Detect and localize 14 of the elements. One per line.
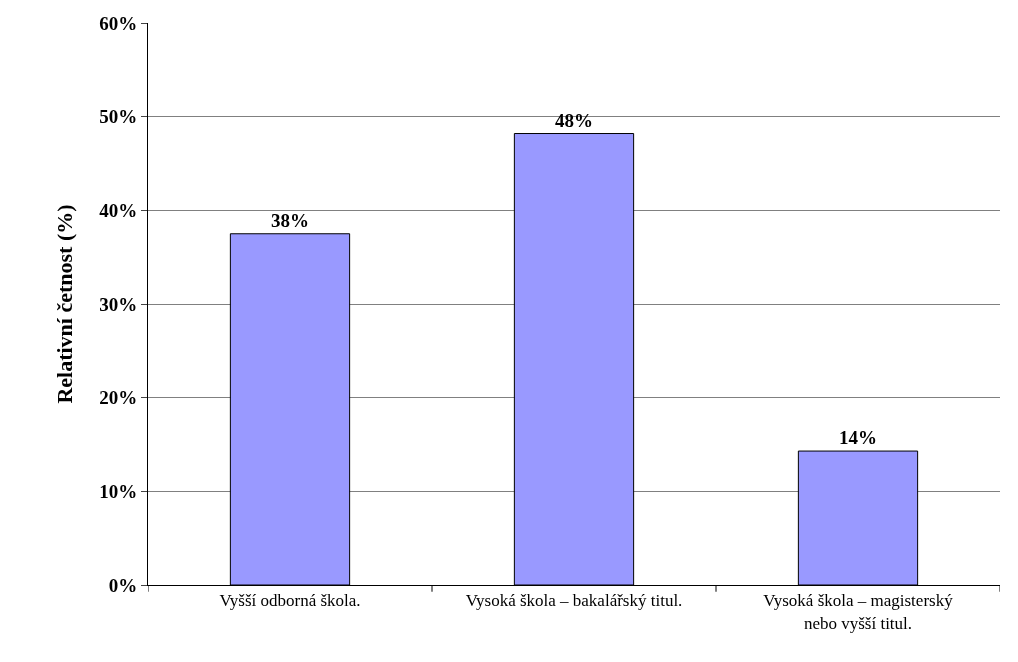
y-axis-title: Relativní četnost (%) bbox=[52, 204, 77, 404]
x-tick-label: Vysoká škola – bakalářský titul. bbox=[465, 591, 683, 611]
data-label: 38% bbox=[271, 209, 309, 231]
y-tick-label: 60% bbox=[99, 12, 138, 34]
x-tick-label: Vyšší odborná škola. bbox=[219, 591, 361, 611]
y-tick-label: 50% bbox=[99, 106, 138, 128]
x-tick-label: Vysoká škola – magisterský nebo vyšší titul. bbox=[763, 591, 954, 633]
y-tick-label: 10% bbox=[99, 480, 138, 502]
y-tick-label: 40% bbox=[99, 199, 138, 221]
y-tick-label: 30% bbox=[99, 293, 138, 315]
data-label: 14% bbox=[839, 427, 877, 449]
data-label: 48% bbox=[555, 109, 593, 131]
y-tick-label: 0% bbox=[108, 574, 138, 596]
y-tick-label: 20% bbox=[99, 387, 138, 409]
